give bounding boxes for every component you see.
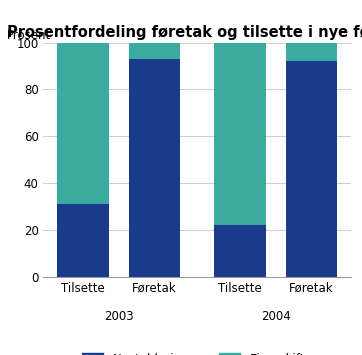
Bar (286, 61, 337, 277)
Text: Prosent: Prosent (7, 28, 51, 42)
Text: Prosentfordeling føretak og tilsette i nye føretak: Prosentfordeling føretak og tilsette i n… (7, 25, 362, 40)
Bar (286, 43, 337, 61)
Bar (129, 59, 180, 277)
Bar (58, 43, 109, 204)
Text: 2003: 2003 (104, 310, 134, 323)
Bar (129, 43, 180, 59)
Bar (214, 43, 266, 225)
Legend: Nyetableringar, Eigarskifte: Nyetableringar, Eigarskifte (77, 348, 317, 355)
Bar (214, 225, 266, 277)
Bar (58, 204, 109, 277)
Text: 2004: 2004 (261, 310, 291, 323)
